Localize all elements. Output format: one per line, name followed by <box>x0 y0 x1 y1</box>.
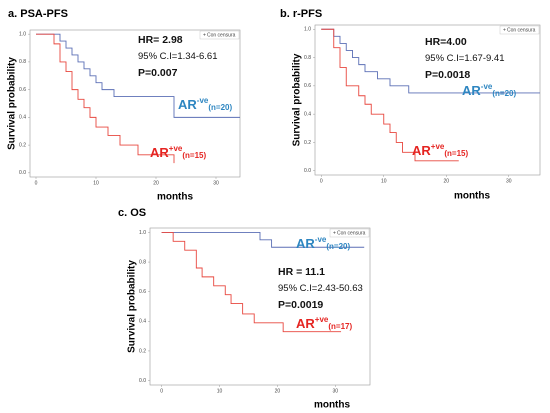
annotation: P=0.007 <box>138 67 178 79</box>
x-tick-label: 30 <box>506 178 512 184</box>
series-label: AR-ve(n=20) <box>462 82 516 98</box>
annotation: HR = 11.1 <box>278 266 325 278</box>
chart-title: a. PSA-PFS <box>8 8 68 20</box>
survival-curve <box>36 33 175 164</box>
series-name: AR <box>296 236 315 251</box>
annotation: HR=4.00 <box>425 36 467 48</box>
series-name: AR <box>412 143 431 158</box>
series-n: (n=15) <box>182 151 206 160</box>
series-name: AR <box>150 145 169 160</box>
series-name: AR <box>462 83 481 98</box>
y-tick-label: 0.4 <box>139 319 146 325</box>
y-tick-label: 0.4 <box>19 115 26 121</box>
survival-curve <box>161 231 342 333</box>
chart-title: b. r-PFS <box>280 8 322 20</box>
x-tick-label: 0 <box>35 180 38 186</box>
y-tick-label: 0.0 <box>139 378 146 384</box>
y-tick-label: 0.6 <box>139 289 146 295</box>
series-sup: +ve <box>431 142 445 151</box>
y-tick-label: 0.8 <box>139 259 146 265</box>
series-n: (n=20) <box>492 89 516 98</box>
survival-curve <box>36 33 240 118</box>
annotation: 95% C.I=2.43-50.63 <box>278 283 363 294</box>
series-name: AR <box>178 97 197 112</box>
series-sup: -ve <box>315 235 327 244</box>
series-label: AR+ve(n=17) <box>296 315 352 331</box>
legend-box <box>329 228 370 238</box>
series-n: (n=20) <box>326 242 350 251</box>
plot-frame <box>149 227 371 386</box>
x-tick-label: 0 <box>320 178 323 184</box>
y-tick-label: 0.8 <box>304 55 311 61</box>
series-label: AR+ve(n=15) <box>150 144 206 160</box>
y-tick-label: 0.2 <box>304 140 311 146</box>
x-tick-label: 30 <box>332 388 338 394</box>
x-axis-label: months <box>454 191 491 202</box>
y-tick-label: 0.6 <box>304 83 311 89</box>
legend-box <box>199 30 240 40</box>
series-sup: -ve <box>481 82 493 91</box>
y-tick-label: 0.8 <box>19 59 26 65</box>
y-tick-label: 1.0 <box>139 230 146 236</box>
series-n: (n=15) <box>444 149 468 158</box>
survival-curve <box>161 231 365 248</box>
annotation: P=0.0019 <box>278 299 323 311</box>
series-sup: +ve <box>169 144 183 153</box>
y-axis-label: Survival probability <box>292 53 303 146</box>
y-axis-label: Survival probability <box>127 260 138 353</box>
series-n: (n=20) <box>208 103 232 112</box>
y-tick-label: 0.0 <box>304 168 311 174</box>
y-tick-label: 0.6 <box>19 87 26 93</box>
x-tick-label: 30 <box>213 180 219 186</box>
legend-symbol: + <box>203 32 206 38</box>
survival-curve <box>321 28 459 162</box>
chart-title: c. OS <box>118 207 146 219</box>
annotation: 95% C.I=1.34-6.61 <box>138 51 217 62</box>
annotation: 95% C.I=1.67-9.41 <box>425 53 504 64</box>
legend-label: Con censura <box>207 32 236 38</box>
series-name: AR <box>296 316 315 331</box>
series-label: AR-ve(n=20) <box>296 235 350 251</box>
x-tick-label: 0 <box>160 388 163 394</box>
y-tick-label: 0.2 <box>139 348 146 354</box>
x-tick-label: 20 <box>443 178 449 184</box>
series-sup: +ve <box>315 315 329 324</box>
x-tick-label: 10 <box>381 178 387 184</box>
legend-label: Con censura <box>337 230 366 236</box>
y-tick-label: 0.4 <box>304 111 311 117</box>
legend-symbol: + <box>503 27 506 33</box>
y-axis-label: Survival probability <box>7 57 18 150</box>
legend-label: Con censura <box>507 27 536 33</box>
annotation: P=0.0018 <box>425 69 470 81</box>
series-n: (n=17) <box>328 322 352 331</box>
x-tick-label: 20 <box>153 180 159 186</box>
plot-frame <box>314 24 541 176</box>
legend-box <box>499 25 540 35</box>
x-tick-label: 10 <box>93 180 99 186</box>
survival-curve <box>321 28 540 94</box>
series-label: AR+ve(n=15) <box>412 142 468 158</box>
plot-frame <box>29 29 241 178</box>
y-tick-label: 1.0 <box>19 31 26 37</box>
x-axis-label: months <box>157 192 194 203</box>
y-tick-label: 1.0 <box>304 27 311 33</box>
x-tick-label: 20 <box>275 388 281 394</box>
x-axis-label: months <box>314 400 351 411</box>
series-label: AR-ve(n=20) <box>178 96 232 112</box>
legend-symbol: + <box>333 230 336 236</box>
annotation: HR= 2.98 <box>138 34 183 46</box>
series-sup: -ve <box>197 96 209 105</box>
y-tick-label: 0.0 <box>19 170 26 176</box>
x-tick-label: 10 <box>217 388 223 394</box>
y-tick-label: 0.2 <box>19 142 26 148</box>
